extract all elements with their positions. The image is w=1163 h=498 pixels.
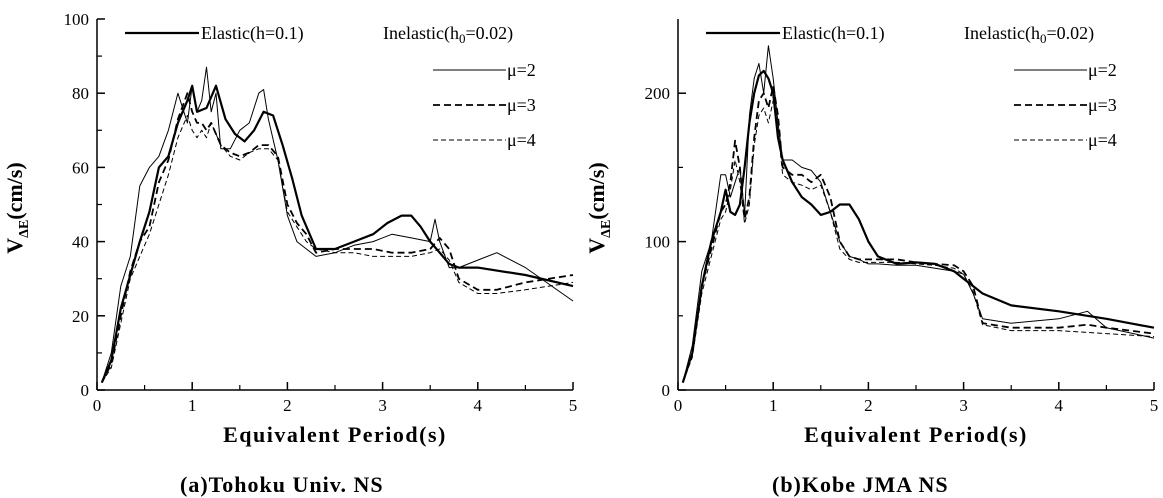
panel-caption: (a)Tohoku Univ. NS xyxy=(180,472,384,497)
y-tick-label: 100 xyxy=(64,10,90,29)
legend-label-elastic: Elastic(h=0.1) xyxy=(782,23,885,44)
y-tick-label: 20 xyxy=(72,307,89,326)
series-line-thick-solid xyxy=(100,84,574,384)
y-axis-title: VΔE(cm/s) xyxy=(2,162,32,253)
legend-label-mu2: μ=2 xyxy=(507,60,536,80)
chart-panel-b: 0 1 2 3 4 5 0 100 200 Equivalent Period(s) VΔE(cm/… xyxy=(584,19,1158,497)
series-line-thick-solid xyxy=(681,69,1155,383)
y-tick-label: 200 xyxy=(645,84,671,103)
x-axis-title: Equivalent Period(s) xyxy=(223,422,447,447)
y-tick-label: 60 xyxy=(72,158,89,177)
legend-label-mu3: μ=3 xyxy=(507,95,536,115)
x-tick-label: 1 xyxy=(188,396,197,415)
x-tick-label: 4 xyxy=(474,396,483,415)
x-tick-label: 4 xyxy=(1055,396,1064,415)
y-tick-label: 0 xyxy=(662,381,671,400)
x-tick-label: 5 xyxy=(1150,396,1159,415)
y-tick-label: 80 xyxy=(72,84,89,103)
y-tick-label: 40 xyxy=(72,233,89,252)
x-tick-label: 0 xyxy=(93,396,102,415)
series-line-thin-dashed xyxy=(682,100,1155,383)
legend-label-inelastic: Inelastic(h0=0.02) xyxy=(383,23,513,46)
chart-panel-a: 0 1 2 3 4 5 0 20 40 60 80 100 Equivalent Period(s) VΔ… xyxy=(2,10,577,497)
x-tick-label: 2 xyxy=(283,396,292,415)
x-axis-title: Equivalent Period(s) xyxy=(804,422,1028,447)
x-tick-label: 3 xyxy=(378,396,387,415)
y-tick-label: 0 xyxy=(81,381,90,400)
panel-caption: (b)Kobe JMA NS xyxy=(772,472,949,497)
x-tick-label: 2 xyxy=(864,396,873,415)
series-line-thick-dashed xyxy=(681,84,1155,383)
x-tick-label: 0 xyxy=(674,396,683,415)
y-axis-title: VΔE(cm/s) xyxy=(584,162,614,253)
legend-label-mu2: μ=2 xyxy=(1088,60,1117,80)
series-line-thick-dashed xyxy=(100,92,574,384)
x-tick-label: 3 xyxy=(959,396,968,415)
legend-label-mu4: μ=4 xyxy=(1088,130,1117,150)
x-tick-label: 1 xyxy=(769,396,778,415)
legend-label-inelastic: Inelastic(h0=0.02) xyxy=(964,23,1094,46)
y-tick-label: 100 xyxy=(645,233,671,252)
legend-label-elastic: Elastic(h=0.1) xyxy=(201,23,304,44)
series-line-thin-dashed xyxy=(101,115,574,383)
series-line-thin-solid xyxy=(101,66,574,383)
x-tick-label: 5 xyxy=(569,396,578,415)
legend-label-mu4: μ=4 xyxy=(507,130,536,150)
legend-label-mu3: μ=3 xyxy=(1088,95,1117,115)
